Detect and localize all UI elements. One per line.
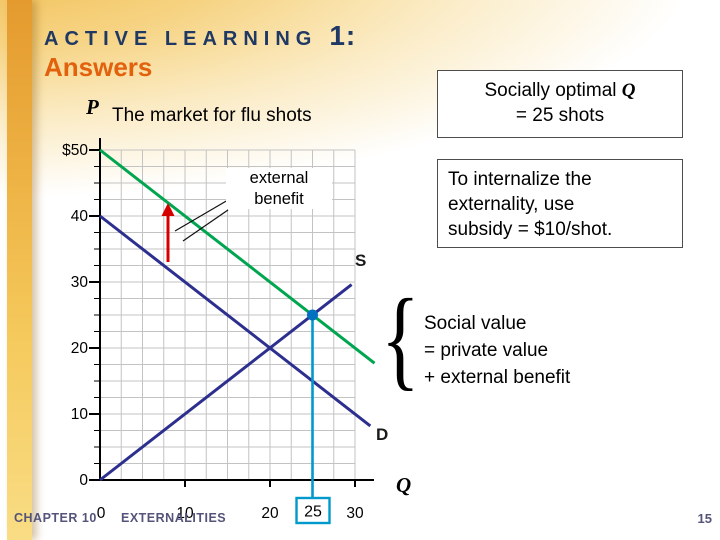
title-number: 1: [329, 20, 357, 51]
y-tick-label: 40 [71, 208, 89, 225]
title-text: ACTIVE LEARNING [44, 28, 318, 50]
external-benefit-arrowhead [161, 203, 175, 216]
note-line: = private value [424, 339, 549, 361]
slide-subtitle: Answers [44, 52, 153, 82]
y-tick-label: $50 [62, 142, 88, 159]
optimum-point [307, 309, 318, 321]
callout-internalize-externality: To internalize the externality, use subs… [437, 159, 683, 248]
y-axis-variable: P [85, 95, 99, 119]
left-edge-decoration [7, 0, 32, 540]
leader-line [182, 209, 229, 242]
leader-line [174, 199, 229, 232]
x-tick-label: 20 [261, 505, 279, 522]
footer-page-number: 15 [697, 511, 712, 526]
callout-line: Socially optimal Q [448, 78, 672, 103]
external-benefit-annotation: external benefit [226, 168, 332, 210]
y-tick-label: 20 [71, 340, 89, 357]
x-tick-label: 30 [346, 505, 364, 522]
callout-socially-optimal: Socially optimal Q = 25 shots [437, 70, 683, 138]
footer-chapter: CHAPTER 10 [14, 511, 97, 525]
optimal-q-tick-label: 25 [304, 504, 322, 521]
optimal-q-tick-box [295, 496, 331, 525]
x-tick-label: 0 [97, 505, 106, 522]
y-tick-label: 0 [79, 472, 88, 489]
note-line: Social value [424, 313, 527, 334]
grid [100, 149, 356, 480]
y-tick-label: 10 [71, 406, 89, 423]
curly-brace: { [381, 277, 420, 401]
callout-line: externality, use [448, 194, 575, 216]
callout-line: subsidy = $10/shot. [448, 219, 613, 241]
callout-text: Socially optimal [484, 80, 622, 101]
chart-title: The market for flu shots [112, 105, 312, 126]
supply-curve-label: S [355, 251, 366, 270]
q-variable: Q [621, 80, 636, 101]
callout-line: To internalize the [448, 169, 592, 190]
slide-title: ACTIVE LEARNING 1: [44, 20, 356, 52]
social-value-note: Social value = private value + external … [424, 311, 570, 392]
x-tick-label: 10 [176, 505, 194, 522]
callout-line: = 25 shots [515, 105, 605, 127]
demand-curve-label: D [376, 425, 388, 444]
x-axis-variable: Q [396, 473, 411, 497]
note-line: + external benefit [424, 366, 571, 388]
y-tick-label: 30 [71, 274, 89, 291]
footer-section: EXTERNALITIES [121, 511, 227, 525]
social-value-line [99, 148, 376, 365]
demand-line [99, 214, 372, 428]
